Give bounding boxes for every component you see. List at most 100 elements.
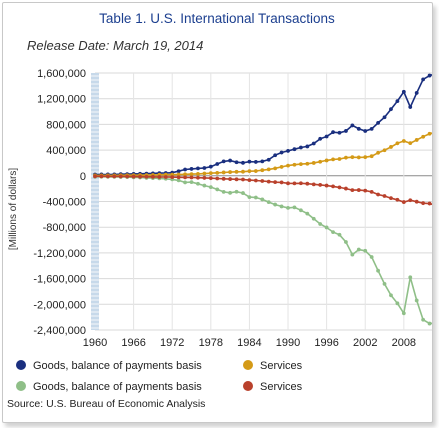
data-point (311, 182, 316, 187)
data-point (344, 129, 348, 133)
data-point (183, 172, 187, 177)
data-point (112, 174, 117, 179)
data-point (105, 174, 110, 179)
data-point (208, 176, 213, 181)
data-point (389, 196, 393, 201)
data-point (189, 172, 194, 177)
legend-label: Goods, balance of payments basis (33, 381, 202, 393)
data-point (305, 161, 310, 166)
data-point (196, 175, 200, 180)
data-point (298, 181, 303, 186)
data-point (202, 166, 207, 170)
data-point (369, 189, 374, 194)
data-point (208, 185, 213, 190)
legend-label: Goods, balance of payments basis (33, 360, 202, 372)
data-point (337, 185, 342, 190)
series-lines (93, 73, 432, 326)
data-point (331, 130, 335, 135)
data-point (228, 158, 233, 163)
data-point (260, 179, 265, 183)
data-point (311, 141, 316, 146)
data-point (292, 181, 297, 186)
data-point (389, 293, 393, 298)
data-point (202, 183, 207, 188)
data-point (401, 89, 406, 94)
data-point (311, 216, 316, 221)
legend-marker (243, 381, 253, 391)
data-point (389, 107, 393, 112)
legend-marker (16, 360, 26, 370)
data-point (189, 175, 194, 180)
chart-frame: Table 1. U.S. International Transactions… (2, 2, 433, 423)
data-point (318, 222, 323, 226)
data-point (324, 225, 329, 230)
data-point (170, 175, 175, 180)
x-tick-label: 1966 (121, 337, 145, 349)
data-point (241, 169, 245, 174)
data-point (337, 157, 342, 161)
y-axis-band (91, 73, 99, 330)
data-point (382, 194, 387, 198)
data-point (221, 159, 226, 164)
data-point (247, 169, 252, 174)
data-point (286, 181, 290, 186)
data-point (408, 141, 413, 146)
data-point (414, 138, 419, 142)
data-point (382, 115, 387, 120)
data-point (189, 167, 194, 171)
data-point (401, 200, 406, 204)
data-point (350, 155, 355, 160)
data-point (376, 150, 380, 155)
data-point (318, 183, 323, 187)
data-point (363, 155, 368, 160)
data-point (324, 183, 329, 188)
data-point (221, 176, 226, 181)
y-tick-label: -1,200,000 (33, 248, 86, 260)
data-point (138, 174, 142, 179)
data-point (369, 154, 374, 159)
y-axis-label: [Millions of dollars] (8, 168, 19, 250)
y-tick-label: 800,000 (46, 119, 86, 131)
data-point (279, 204, 284, 209)
data-point (241, 160, 245, 165)
data-point (292, 205, 297, 210)
y-tick-label: -2,400,000 (33, 325, 86, 337)
data-point (311, 161, 316, 165)
data-point (344, 155, 348, 160)
data-point (331, 157, 335, 162)
data-point (318, 136, 323, 141)
data-point (266, 157, 271, 162)
data-point (273, 180, 278, 185)
data-point (324, 134, 329, 139)
data-point (189, 180, 194, 184)
data-point (292, 147, 297, 152)
data-point (414, 91, 419, 95)
data-point (234, 177, 239, 182)
data-point (202, 176, 207, 180)
data-point (389, 145, 393, 149)
data-point (382, 148, 387, 153)
data-point (183, 180, 187, 185)
data-point (176, 175, 181, 180)
data-point (183, 167, 187, 172)
data-point (176, 172, 181, 177)
data-point (421, 77, 426, 82)
data-point (247, 178, 252, 183)
data-point (273, 153, 278, 158)
data-point (260, 159, 265, 164)
data-point (298, 145, 303, 150)
data-point (215, 187, 220, 192)
data-point (202, 171, 207, 176)
data-point (151, 174, 155, 179)
data-point (427, 73, 432, 78)
x-tick-label: 2002 (353, 337, 377, 349)
data-point (427, 131, 432, 136)
data-point (253, 160, 258, 164)
data-point (395, 197, 400, 202)
data-point (401, 311, 406, 316)
data-point (266, 167, 271, 172)
data-point (286, 163, 290, 168)
x-tick-label: 1996 (314, 337, 338, 349)
legend-label: Services (260, 360, 303, 372)
legend: Goods, balance of payments basis Services… (16, 360, 303, 393)
